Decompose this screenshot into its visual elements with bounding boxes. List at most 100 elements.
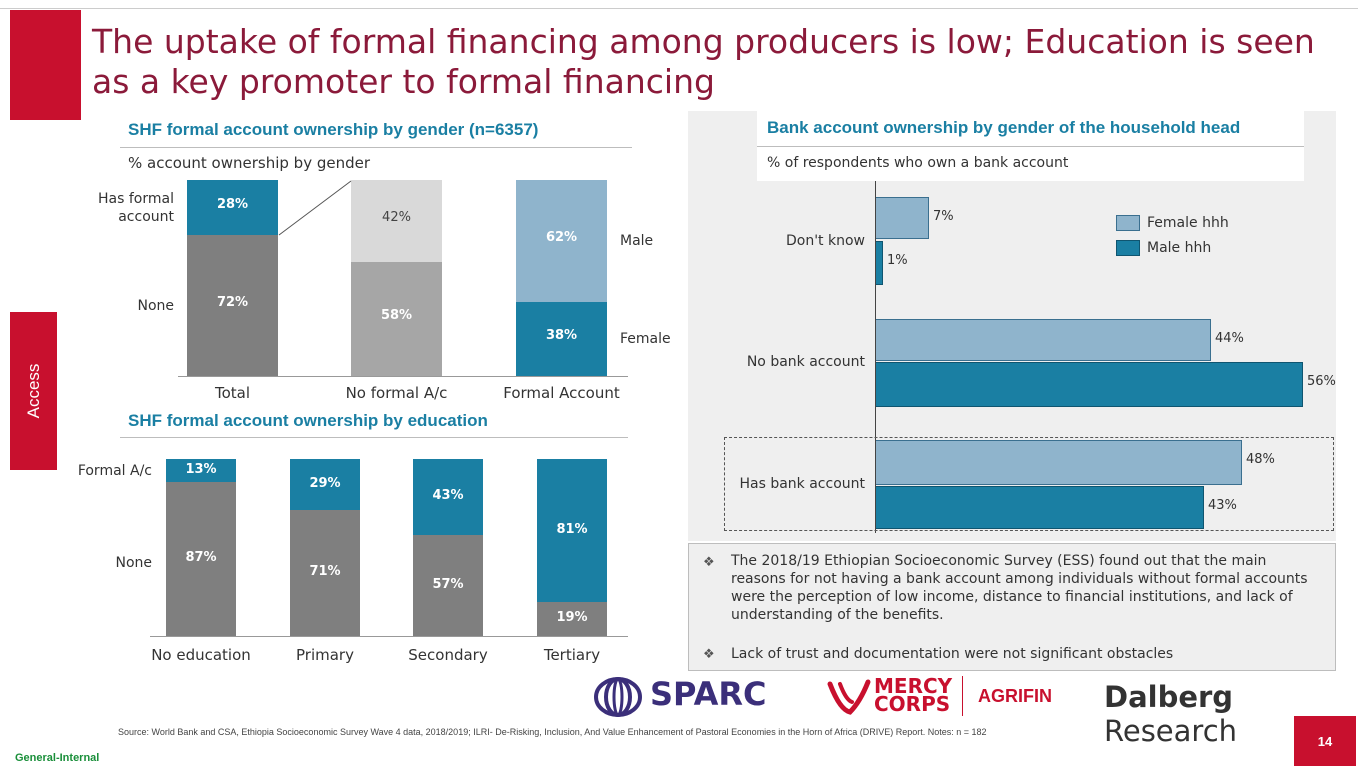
connector-line-top	[278, 180, 352, 236]
chart2-bar-segment-formal	[537, 459, 607, 602]
chart1-bar-segment-bottom	[351, 262, 442, 376]
legend-label-female: Female hhh	[1147, 215, 1229, 231]
chart1-value-label: 58%	[380, 308, 413, 323]
chart3-bar	[875, 319, 1211, 361]
corps-text: CORPS	[874, 692, 951, 716]
mercy-corps-logo-text: MERCY CORPS	[874, 674, 953, 716]
legend-swatch-female	[1116, 215, 1140, 231]
bullet-icon: ❖	[703, 646, 715, 661]
chart1-bar-segment-top	[351, 180, 442, 262]
chart1-subtitle: % account ownership by gender	[128, 154, 371, 172]
bullet-icon: ❖	[703, 554, 715, 569]
chart2-bar-segment-none	[166, 482, 236, 636]
mercy-text: MERCY	[874, 674, 953, 698]
chart1-category-label: No formal A/c	[345, 384, 448, 402]
research-text: Research	[1104, 714, 1238, 748]
chart1-side-label-female: Female	[620, 331, 671, 347]
chart2-bar: 43% 57%	[413, 459, 483, 636]
chart3-bar	[875, 440, 1242, 485]
chart1-bar: 42% 58%	[351, 180, 442, 376]
chart1-bar: 28% 72%	[187, 180, 278, 376]
dalberg-text: Dalberg	[1104, 680, 1234, 714]
chart1-bar-segment-top	[516, 180, 607, 302]
chart2-bar: 81% 19%	[537, 459, 607, 636]
chart3-title: Bank account ownership by gender of the …	[767, 118, 1241, 137]
logo-divider	[962, 676, 963, 716]
mercy-corps-logo-icon	[827, 679, 871, 715]
chart2-category-label: Primary	[296, 646, 354, 664]
chart3-category-label: Has bank account	[739, 476, 865, 492]
chart1-bar: 62% 38%	[516, 180, 607, 376]
sparc-logo-text: SPARC	[650, 675, 767, 713]
classification-label: General-Internal	[15, 752, 100, 764]
chart1-bar-segment-top	[187, 180, 278, 235]
chart1-title: SHF formal account ownership by gender (…	[128, 120, 539, 139]
page-number-box: 14	[1294, 716, 1356, 766]
chart2-category-label: Tertiary	[543, 646, 601, 664]
chart2-category-label: No education	[151, 646, 251, 664]
chart1-row-label-formal: Has formal account	[98, 191, 174, 225]
chart2-value-label: 71%	[309, 564, 341, 579]
chart2-value-label: 81%	[556, 522, 588, 537]
chart3-value-label: 56%	[1307, 374, 1336, 389]
source-note: Source: World Bank and CSA, Ethiopia Soc…	[118, 727, 987, 737]
chart1-bar-segment-bottom	[516, 302, 607, 376]
chart2-bar-segment-formal	[413, 459, 483, 535]
chart3-category-label: No bank account	[746, 354, 865, 370]
chart1-bar-segment-bottom	[187, 235, 278, 376]
chart2-bar-segment-formal	[166, 459, 236, 482]
chart2-value-label: 29%	[309, 476, 341, 491]
chart3-bar	[875, 486, 1204, 529]
chart3-divider	[757, 146, 1304, 147]
section-tab: Access	[10, 312, 57, 470]
chart1-value-label: 72%	[216, 295, 249, 310]
chart2-value-label: 57%	[432, 577, 464, 592]
chart1-category-label: Formal Account	[503, 384, 620, 402]
chart2-category-label: Secondary	[408, 646, 488, 664]
note-2: Lack of trust and documentation were not…	[731, 646, 1174, 662]
chart1-side-label-male: Male	[620, 233, 654, 249]
chart2-value-label: 87%	[185, 550, 217, 565]
chart2-bar-segment-formal	[290, 459, 360, 510]
chart3-value-label: 1%	[887, 253, 908, 268]
top-divider	[0, 8, 1358, 9]
chart3-bar	[875, 197, 929, 239]
chart2-bar-segment-none	[290, 510, 360, 636]
chart1-value-label: 42%	[382, 210, 411, 225]
chart3-value-label: 48%	[1246, 452, 1275, 467]
sparc-logo-icon	[594, 677, 642, 717]
chart1-value-label: 28%	[216, 197, 249, 212]
chart2-row-label-none: None	[115, 555, 152, 571]
chart3-category-label: Don't know	[785, 233, 865, 249]
chart2-bar: 13% 87%	[166, 459, 236, 636]
chart2-value-label: 19%	[556, 610, 588, 625]
chart3-subtitle: % of respondents who own a bank account	[767, 155, 1069, 171]
chart2-value-label: 13%	[185, 462, 217, 477]
chart1-divider	[120, 147, 632, 148]
chart3-axis	[875, 181, 876, 533]
chart3-value-label: 7%	[933, 209, 954, 224]
chart3-value-label: 44%	[1215, 331, 1244, 346]
chart2-bar-segment-none	[537, 602, 607, 636]
notes-box: ❖ The 2018/19 Ethiopian Socioeconomic Su…	[688, 543, 1336, 671]
page-title: The uptake of formal financing among pro…	[92, 22, 1315, 101]
chart1-row-label-none: None	[137, 298, 174, 314]
dalberg-logo: Dalberg Research	[1104, 680, 1358, 748]
chart2-bar: 29% 71%	[290, 459, 360, 636]
chart3-bar	[875, 241, 883, 285]
page-number: 14	[1317, 734, 1333, 749]
has-account-highlight-box	[724, 437, 1334, 531]
chart3-value-label: 43%	[1208, 498, 1237, 513]
chart1-value-label: 38%	[545, 328, 578, 343]
agrifin-logo-text: AGRIFIN	[978, 686, 1052, 706]
chart1-category-label: Total	[214, 384, 251, 402]
legend-swatch-male	[1116, 240, 1140, 256]
chart3-bar	[875, 362, 1303, 407]
chart1-axis	[178, 376, 628, 377]
chart2-title: SHF formal account ownership by educatio…	[128, 411, 488, 430]
chart2-value-label: 43%	[432, 488, 464, 503]
chart2-axis	[150, 636, 628, 637]
brand-block	[10, 10, 81, 120]
chart2-row-label-formal: Formal A/c	[77, 463, 152, 479]
